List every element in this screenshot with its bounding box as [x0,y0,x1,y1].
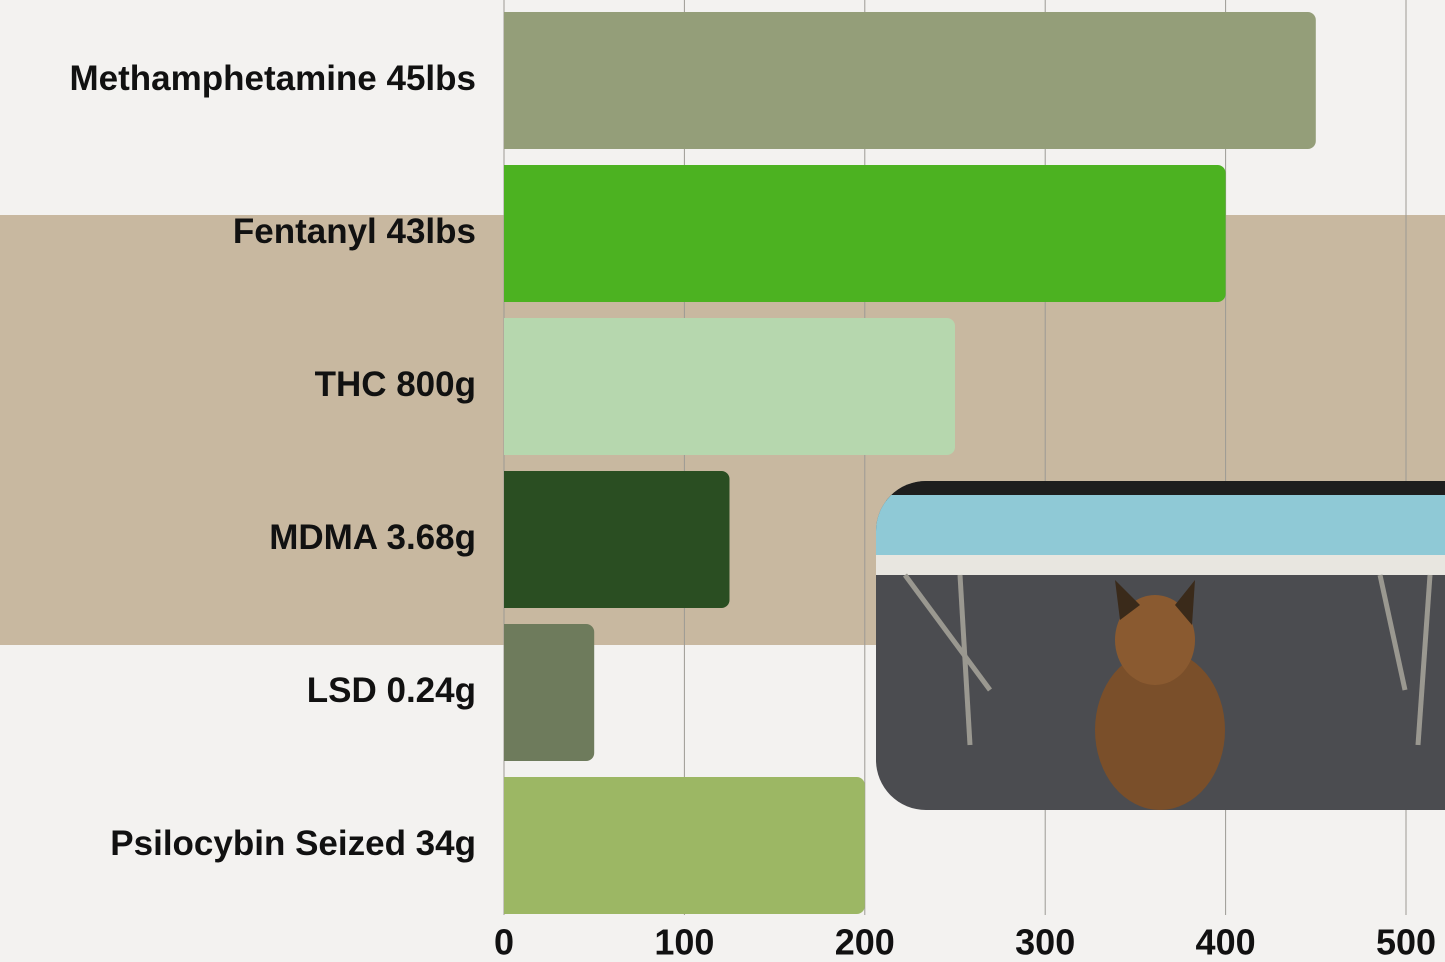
x-tick-label: 300 [1015,922,1075,962]
photo-packages [876,495,1445,557]
photo-table-leg [902,573,993,692]
y-tick-label: LSD 0.24g [307,671,476,710]
y-tick-label: MDMA 3.68g [269,518,476,557]
bar [504,471,730,608]
photo-dog-head [1115,595,1195,685]
bars [504,12,1316,914]
photo-table-leg [957,574,973,746]
y-tick-label: Psilocybin Seized 34g [110,824,476,863]
y-tick-label: THC 800g [315,365,476,404]
y-tick-label: Methamphetamine 45lbs [70,59,477,98]
photo [876,481,1445,810]
bar [504,624,595,761]
x-tick-label: 500 [1376,922,1436,962]
bar [504,12,1316,149]
photo-dog-body [1095,650,1225,810]
photo-dog-ear [1175,580,1195,625]
x-tick-label: 0 [494,922,514,962]
y-tick-label: Fentanyl 43lbs [233,212,476,251]
photo-table-leg [1377,574,1408,691]
labels: 0 100 200 300 400 500 Methamphetamine 45lbs Fen… [70,59,1437,962]
bar [504,318,955,455]
photo-table [876,555,1445,575]
photo-dog-ear [1115,580,1140,620]
x-tick-label: 200 [835,922,895,962]
bar [504,165,1226,302]
photo-table-leg [1415,574,1433,746]
x-tick-label: 100 [654,922,714,962]
bar [504,777,865,914]
x-tick-label: 400 [1196,922,1256,962]
